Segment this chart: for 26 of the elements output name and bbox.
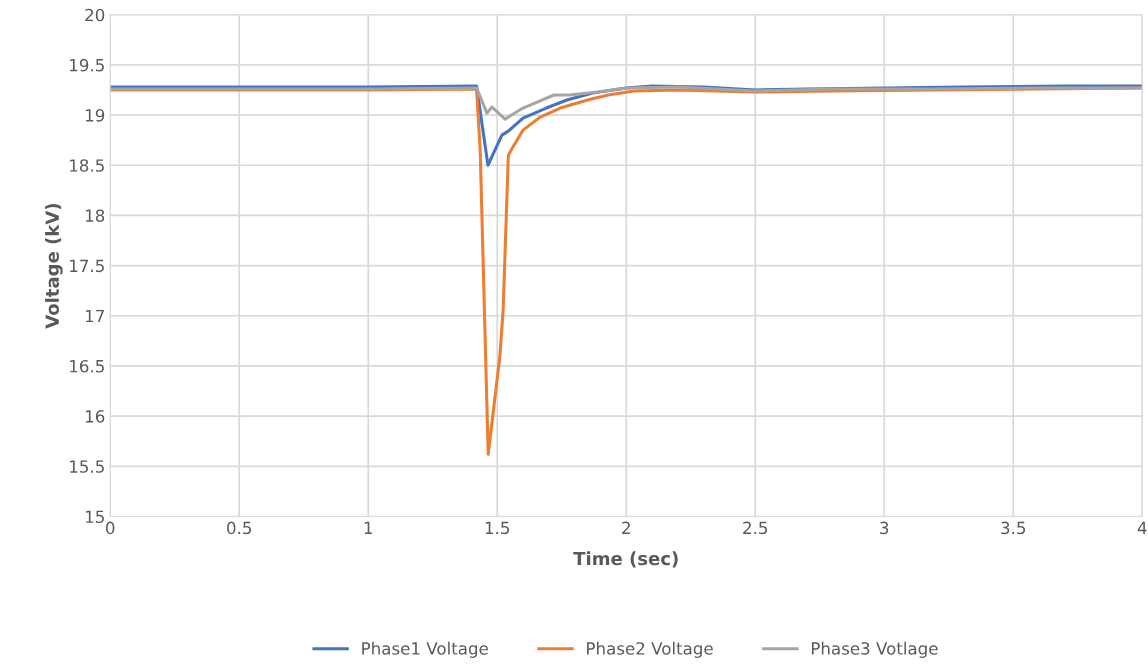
legend-label: Phase1 Voltage bbox=[362, 641, 488, 658]
y-tick-label: 19.5 bbox=[70, 58, 104, 72]
x-tick-label: 1.5 bbox=[485, 521, 510, 535]
y-tick-label: 18.5 bbox=[70, 159, 104, 172]
y-tick-label: 15 bbox=[85, 510, 104, 524]
y-tick-label: 17 bbox=[85, 309, 104, 323]
x-tick-label: 4 bbox=[1137, 521, 1147, 534]
x-tick-label: 0 bbox=[106, 521, 115, 535]
y-tick-label: 18 bbox=[85, 209, 105, 222]
y-axis-title: Voltage (kV) bbox=[45, 203, 63, 329]
x-tick-label: 1 bbox=[364, 521, 372, 534]
legend-label: Phase2 Voltage bbox=[587, 641, 713, 658]
y-tick-label: 16 bbox=[85, 410, 105, 423]
y-tick-label: 17.5 bbox=[70, 259, 104, 273]
x-tick-label: 2.5 bbox=[743, 521, 768, 535]
x-tick-label: 3 bbox=[880, 521, 889, 535]
y-tick-label: 20 bbox=[85, 8, 105, 22]
line-series bbox=[110, 85, 1143, 121]
x-tick-label: 2 bbox=[622, 521, 630, 534]
x-axis-title: Time (sec) bbox=[573, 551, 678, 568]
y-tick-label: 19 bbox=[85, 109, 105, 122]
legend-label: Phase3 Votlage bbox=[811, 641, 938, 658]
y-tick-label: 16.5 bbox=[70, 359, 104, 373]
x-tick-label: 0.5 bbox=[227, 521, 252, 535]
y-tick-label: 15.5 bbox=[70, 460, 104, 473]
x-tick-label: 3.5 bbox=[1001, 521, 1026, 535]
